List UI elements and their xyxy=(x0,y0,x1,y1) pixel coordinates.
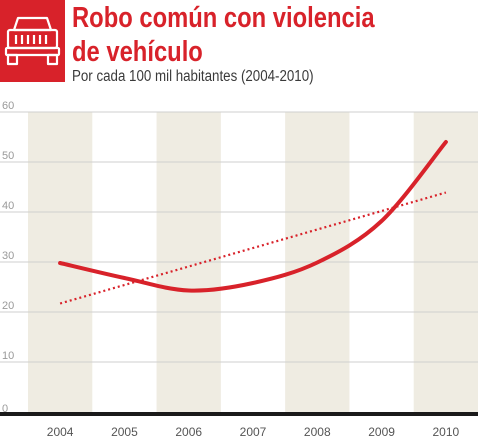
car-front-icon xyxy=(0,0,65,82)
chart-title-line-2: de vehículo xyxy=(72,36,203,68)
y-tick-label: 30 xyxy=(2,250,14,262)
y-tick-label: 10 xyxy=(2,350,14,362)
x-tick-label: 2007 xyxy=(240,425,267,439)
y-tick-label: 20 xyxy=(2,300,14,312)
chart-bands xyxy=(28,112,478,414)
x-tick-label: 2009 xyxy=(368,425,395,439)
chart-subtitle: Por cada 100 mil habitantes (2004-2010) xyxy=(72,68,314,85)
x-tick-label: 2004 xyxy=(47,425,74,439)
chart-gridlines xyxy=(0,111,478,363)
x-tick-label: 2008 xyxy=(304,425,331,439)
year-band xyxy=(413,112,478,414)
chart-series xyxy=(58,140,448,305)
chart-title: Robo común con violencia de vehículo xyxy=(72,1,375,69)
x-tick-label: 2010 xyxy=(433,425,460,439)
chart-title-line-1: Robo común con violencia xyxy=(72,2,375,34)
x-tick-label: 2005 xyxy=(111,425,138,439)
y-tick-label: 0 xyxy=(2,403,8,415)
x-tick-label: 2006 xyxy=(175,425,202,439)
y-axis-ticks: 0 10 20 30 40 50 60 xyxy=(2,100,14,415)
y-tick-label: 60 xyxy=(2,100,14,112)
x-axis-baseline xyxy=(0,412,478,416)
y-tick-label: 40 xyxy=(2,200,14,212)
year-band xyxy=(156,112,221,414)
trend-line xyxy=(59,191,447,305)
y-tick-label: 50 xyxy=(2,150,14,162)
chart-header: Robo común con violencia de vehículo Por… xyxy=(0,0,480,100)
x-axis: 2004 2005 2006 2007 2008 2009 2010 xyxy=(0,412,478,439)
series-line xyxy=(58,140,448,293)
